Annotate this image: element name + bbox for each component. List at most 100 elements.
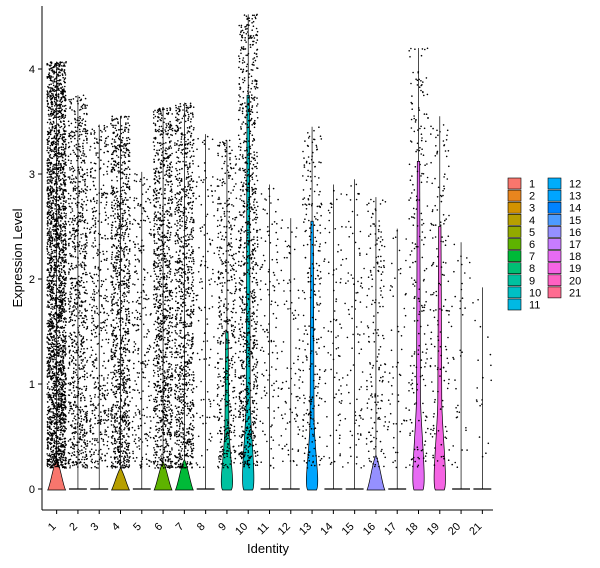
point [52,455,54,458]
point [118,308,121,311]
point [50,186,52,188]
point [55,243,57,245]
point [53,316,55,318]
point [47,446,50,448]
point [97,467,99,469]
point [86,338,88,341]
point [47,386,49,388]
point [57,380,60,383]
point [71,425,73,428]
point [116,342,119,345]
point [78,317,80,320]
point [62,298,65,301]
point [121,280,124,283]
point [64,405,66,408]
point [78,250,81,252]
point [50,325,53,327]
point [51,189,54,192]
point [119,392,121,394]
point [46,203,49,206]
point [123,252,125,254]
point [77,406,79,409]
point [122,225,125,227]
point [80,133,83,136]
point [111,235,113,237]
point [46,168,49,170]
point [49,156,51,158]
point [106,257,108,260]
point [112,391,114,393]
point [117,383,119,385]
point [106,170,108,173]
point [56,435,59,438]
point [64,387,66,390]
point [113,192,116,194]
point [111,253,113,256]
point [129,455,131,458]
point [46,437,49,439]
point [81,345,83,347]
point [81,198,83,201]
point [57,298,60,301]
point [106,126,108,128]
point [48,171,51,173]
point [129,207,131,209]
point [49,448,52,450]
point [124,275,126,278]
point [49,166,51,169]
point [60,275,62,277]
point [71,342,73,345]
point [100,457,102,460]
point [92,215,95,217]
point [57,140,60,143]
point [52,377,55,379]
point [128,149,130,152]
point [116,228,119,230]
point [57,415,59,418]
point [83,446,85,449]
point [111,308,113,310]
point [112,309,114,312]
point [99,327,102,329]
point [104,294,106,297]
point [62,412,64,414]
point [60,92,62,95]
point [62,243,65,246]
point [94,169,96,172]
point [85,405,88,408]
point [82,94,85,97]
point [50,112,53,114]
point [128,124,131,127]
point [113,338,115,341]
point [125,416,128,419]
point [54,418,56,421]
point [94,219,96,222]
point [117,461,120,464]
point [52,449,55,452]
point [74,117,76,120]
point [62,94,64,96]
point [122,327,125,330]
point [59,350,62,353]
point [63,297,66,300]
point [119,236,121,239]
point [120,117,122,119]
point [121,294,124,297]
point [118,359,121,361]
point [48,349,50,352]
point [107,359,110,362]
point [70,141,73,143]
point [125,412,127,415]
point [59,209,61,211]
point [70,287,73,290]
point [64,185,66,187]
point [128,310,130,313]
point [64,256,66,259]
point [60,228,62,230]
point [125,445,128,448]
point [126,396,128,398]
point [46,393,48,396]
point [128,248,131,251]
point [54,357,56,359]
point [102,393,104,395]
